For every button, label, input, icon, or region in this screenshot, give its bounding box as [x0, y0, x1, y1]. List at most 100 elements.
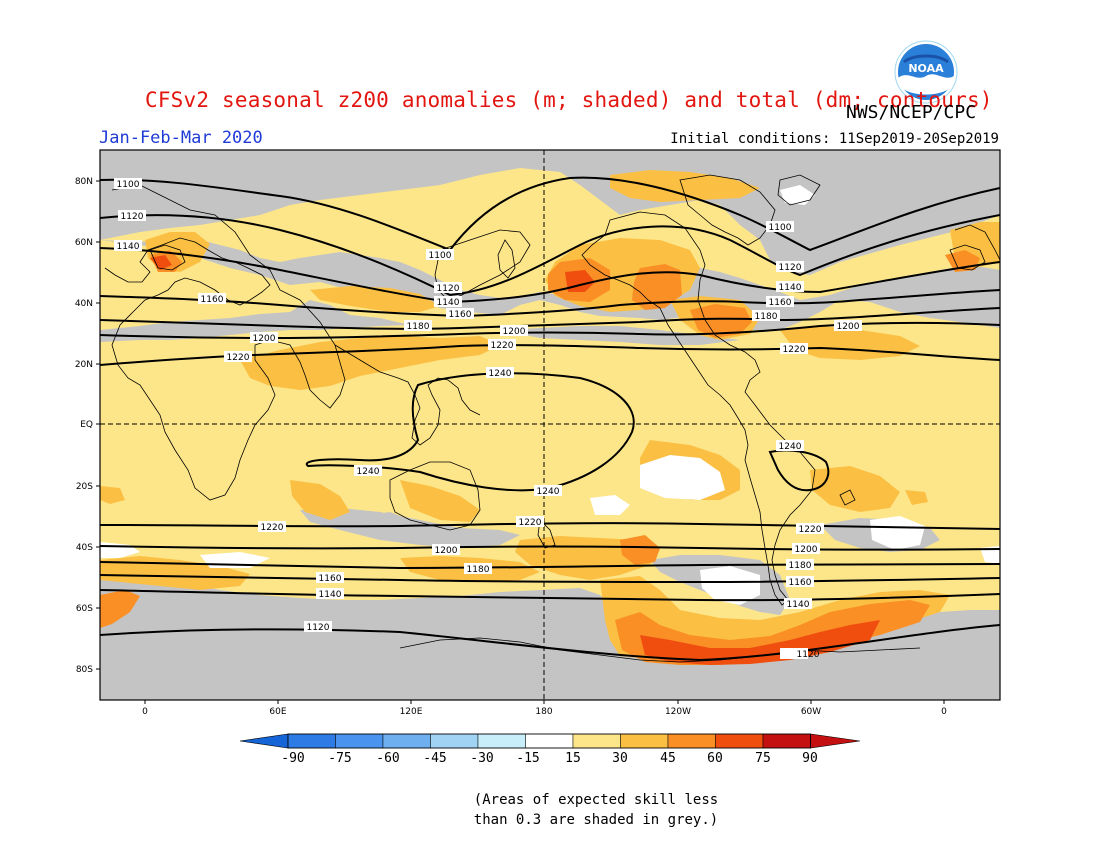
- contour-label-text: 1140: [779, 283, 802, 293]
- contour-label-text: 1160: [449, 310, 472, 320]
- colorbar-cell: [667, 733, 716, 749]
- contour-label-text: 1200: [253, 334, 276, 344]
- contour-label: 1180: [786, 559, 814, 571]
- anomaly-near-zero-regions: [100, 185, 1000, 605]
- contour-label-text: 1100: [429, 251, 452, 261]
- colorbar-cell: [287, 733, 336, 749]
- forecast-period: Jan-Feb-Mar 2020: [99, 128, 263, 148]
- contour-label-text: 1120: [307, 623, 330, 633]
- contour-1100: [100, 176, 1000, 252]
- contour-label-text: 1120: [437, 284, 460, 294]
- colorbar-cell: [525, 733, 574, 749]
- contour-label: 1160: [446, 308, 474, 320]
- lon-label: 120E: [400, 707, 423, 717]
- colorbar-cell: [715, 733, 764, 749]
- contour-label: 1120: [434, 282, 462, 294]
- contour-label-text: 1100: [117, 180, 140, 190]
- contour-1200-south: [100, 545, 1000, 551]
- contour-label: 1240: [486, 367, 514, 379]
- contour-label-text: 1220: [227, 353, 250, 363]
- lon-label: 60E: [269, 707, 286, 717]
- contour-1160-south: [100, 574, 1000, 584]
- colorbar-cell: [762, 733, 811, 749]
- contour-label: 1100: [426, 249, 454, 261]
- contour-label-text: 1220: [799, 525, 822, 535]
- contour-label-text: 1100: [769, 223, 792, 233]
- contour-label: 1120: [780, 648, 820, 660]
- colorbar-label: -90: [281, 751, 304, 766]
- contour-label-text: 1220: [491, 341, 514, 351]
- colorbar-label: 75: [755, 751, 771, 766]
- contour-label: 1140: [434, 296, 462, 308]
- contour-1220: [100, 344, 1000, 366]
- contour-label: 1100: [766, 221, 794, 233]
- colorbar-cells: [287, 733, 811, 749]
- contour-label: 1160: [786, 576, 814, 588]
- noaa-logo-icon: NOAA: [894, 40, 958, 104]
- contour-label-text: 1160: [201, 295, 224, 305]
- colorbar-label: -45: [423, 751, 446, 766]
- contour-label: 1140: [784, 598, 812, 610]
- contour-label: 1100: [114, 178, 142, 190]
- colorbar-cell: [572, 733, 621, 749]
- contour-1240-south-america: [768, 449, 830, 492]
- contour-label-text: 1240: [489, 369, 512, 379]
- colorbar-label: 90: [802, 751, 818, 766]
- colorbar-cell: [335, 733, 384, 749]
- colorbar-label: -15: [516, 751, 539, 766]
- contour-label-text: 1160: [769, 298, 792, 308]
- colorbar-label: -75: [328, 751, 351, 766]
- anomaly-60-75-regions: [150, 255, 880, 665]
- contour-label-text: 1140: [787, 600, 810, 610]
- contour-label: 1240: [534, 485, 562, 497]
- contour-label: 1200: [250, 332, 278, 344]
- contour-label: 1200: [792, 543, 820, 555]
- lon-label: 120W: [665, 707, 691, 717]
- contour-label: 1140: [776, 281, 804, 293]
- contour-label-text: 1180: [789, 561, 812, 571]
- contour-1120: [100, 214, 1000, 297]
- contour-label: 1220: [224, 351, 252, 363]
- organization-label: NWS/NCEP/CPC: [846, 102, 977, 123]
- contour-label: 1240: [776, 440, 804, 452]
- contour-label-text: 1200: [503, 327, 526, 337]
- skill-note: (Areas of expected skill less than 0.3 a…: [0, 790, 1100, 830]
- colorbar-cell: [477, 733, 526, 749]
- lat-label: EQ: [80, 420, 93, 430]
- contour-label: 1140: [114, 240, 142, 252]
- contour-label-text: 1180: [407, 322, 430, 332]
- contour-label-text: 1160: [789, 578, 812, 588]
- contour-label: 1200: [500, 325, 528, 337]
- contour-label-text: 1120: [121, 212, 144, 222]
- contour-label-text: 1140: [437, 298, 460, 308]
- initial-conditions: Initial conditions: 11Sep2019-20Sep2019: [670, 131, 999, 147]
- contour-label: 1120: [0, 0, 12, 3]
- lat-label: 40S: [76, 543, 93, 553]
- logo-text: NOAA: [908, 62, 944, 75]
- contour-label: 1200: [834, 320, 862, 332]
- colorbar-label: -30: [470, 751, 493, 766]
- longitude-axis: 0 60E 120E 180 120W 60W 0: [142, 700, 947, 717]
- colorbar-label: 45: [660, 751, 676, 766]
- contour-label: 1200: [432, 544, 460, 556]
- colorbar: -90 -75 -60 -45 -30 -15 15 30 45 60 75 9…: [239, 733, 861, 766]
- contour-1120-south: [100, 624, 1000, 662]
- contour-label-text: 1220: [261, 523, 284, 533]
- anomaly-shading: 1100 1100 1100 1120 1120 1120 1120 1140 …: [0, 0, 1000, 700]
- figure-title: CFSv2 seasonal z200 anomalies (m; shaded…: [145, 88, 993, 112]
- contour-label: 1160: [198, 293, 226, 305]
- colorbar-outline: [287, 733, 811, 749]
- contour-label: 1220: [488, 339, 516, 351]
- lat-label: 80S: [76, 665, 93, 675]
- latitude-axis: 80N 60N 40N 20N EQ 20S 40S 60S 80S: [75, 177, 100, 675]
- lon-label: 0: [941, 707, 947, 717]
- contour-label-text: 1220: [519, 518, 542, 528]
- contour-label: 1120: [776, 261, 804, 273]
- map-frame: [99, 149, 1001, 701]
- contour-label: 1120: [118, 210, 146, 222]
- contour-1140-south: [100, 589, 1000, 602]
- colorbar-arrow-left: [239, 733, 289, 749]
- contour-label-text: 1240: [779, 442, 802, 452]
- lat-label: 20N: [75, 360, 93, 370]
